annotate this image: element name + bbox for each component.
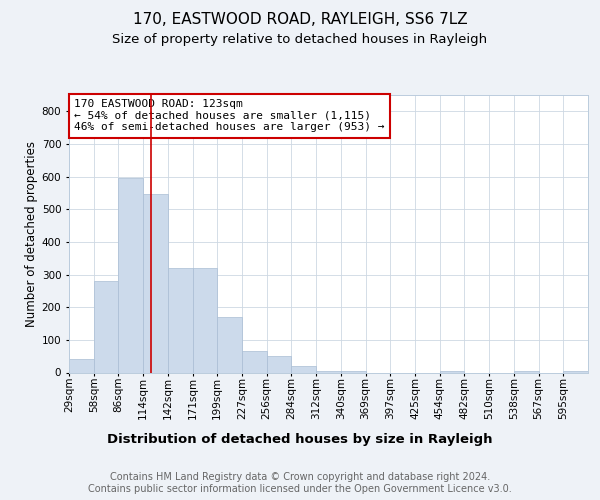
Bar: [118, 178, 143, 372]
Y-axis label: Number of detached properties: Number of detached properties: [25, 141, 38, 327]
Bar: [563, 371, 588, 372]
Text: Distribution of detached houses by size in Rayleigh: Distribution of detached houses by size …: [107, 432, 493, 446]
Bar: [440, 371, 464, 372]
Bar: [69, 360, 94, 372]
Bar: [341, 371, 365, 372]
Bar: [168, 268, 193, 372]
Text: 170 EASTWOOD ROAD: 123sqm
← 54% of detached houses are smaller (1,115)
46% of se: 170 EASTWOOD ROAD: 123sqm ← 54% of detac…: [74, 99, 385, 132]
Bar: [292, 366, 316, 372]
Text: 170, EASTWOOD ROAD, RAYLEIGH, SS6 7LZ: 170, EASTWOOD ROAD, RAYLEIGH, SS6 7LZ: [133, 12, 467, 28]
Bar: [316, 371, 341, 372]
Text: Size of property relative to detached houses in Rayleigh: Size of property relative to detached ho…: [112, 32, 488, 46]
Bar: [143, 194, 168, 372]
Bar: [217, 317, 242, 372]
Bar: [94, 281, 118, 372]
Bar: [193, 268, 217, 372]
Bar: [267, 356, 292, 372]
Text: Contains HM Land Registry data © Crown copyright and database right 2024.
Contai: Contains HM Land Registry data © Crown c…: [88, 472, 512, 494]
Bar: [514, 371, 539, 372]
Bar: [242, 352, 267, 372]
